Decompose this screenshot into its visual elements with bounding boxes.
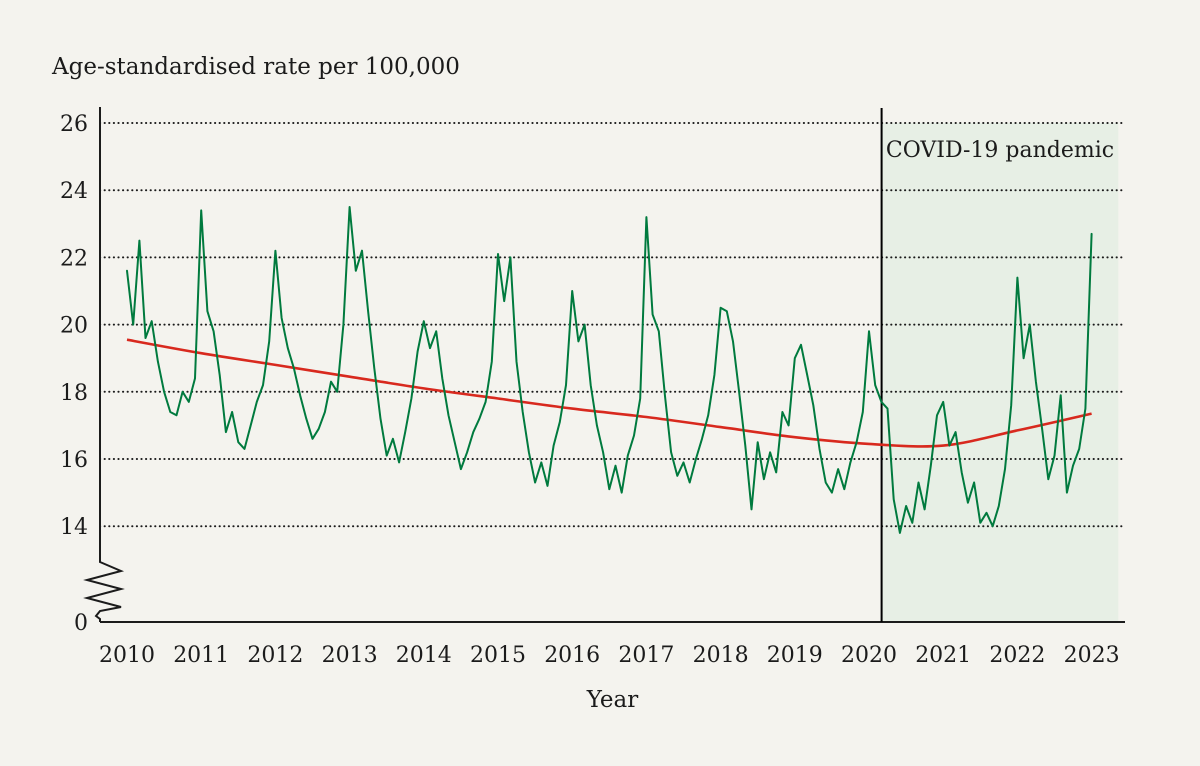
x-tick-label: 2021: [915, 643, 971, 668]
x-tick-label: 2023: [1064, 643, 1120, 668]
y-axis-line-with-break: [83, 107, 125, 622]
x-tick-label: 2017: [618, 643, 674, 668]
x-tick-label: 2015: [470, 643, 526, 668]
covid-annotation-label: COVID-19 pandemic: [885, 138, 1115, 163]
x-tick-label: 2022: [989, 643, 1045, 668]
x-tick-label: 2011: [173, 643, 229, 668]
y-tick-label: 26: [60, 112, 88, 137]
x-tick-label: 2013: [322, 643, 378, 668]
y-tick-label: 22: [60, 246, 88, 271]
y-tick-label: 16: [60, 448, 88, 473]
x-tick-label: 2018: [693, 643, 749, 668]
x-tick-label: 2014: [396, 643, 452, 668]
y-tick-label: 14: [60, 515, 88, 540]
x-axis-title: Year: [586, 687, 639, 713]
y-tick-label: 18: [60, 381, 88, 406]
x-tick-label: 2020: [841, 643, 897, 668]
x-tick-label: 2012: [247, 643, 303, 668]
pandemic-shaded-region: [881, 123, 1119, 622]
x-tick-label: 2010: [99, 643, 155, 668]
trend-line-series: [126, 338, 1092, 448]
chart-title: Age-standardised rate per 100,000: [52, 54, 460, 80]
x-tick-label: 2016: [544, 643, 600, 668]
y-tick-label: 24: [60, 179, 88, 204]
y-tick-label: 0: [74, 611, 88, 636]
x-tick-label: 2019: [767, 643, 823, 668]
monthly-rate-series: [126, 206, 1093, 534]
y-tick-label: 20: [60, 314, 88, 339]
